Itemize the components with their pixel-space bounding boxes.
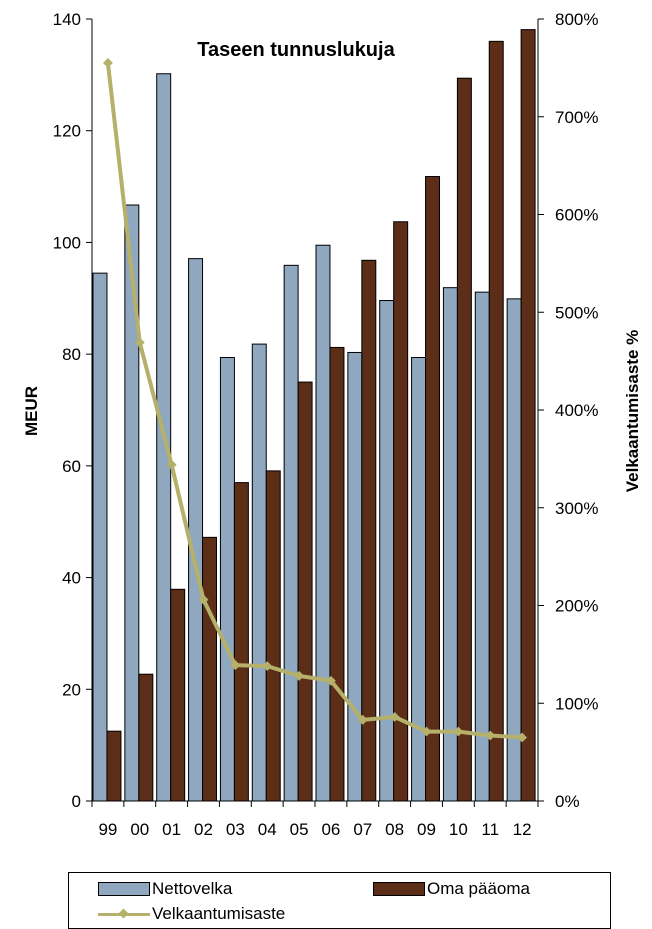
y-tick-label: 60 xyxy=(62,457,81,476)
y-axis-title: MEUR xyxy=(22,386,41,436)
x-tick-label: 10 xyxy=(449,820,468,839)
x-tick-label: 03 xyxy=(226,820,245,839)
line-marker xyxy=(421,726,432,737)
y2-tick-label: 200% xyxy=(555,597,598,616)
line-marker xyxy=(166,459,177,470)
legend-label: Nettovelka xyxy=(152,879,233,898)
y2-tick-label: 800% xyxy=(555,10,598,29)
bar-oma-paaoma xyxy=(202,536,218,802)
line-marker xyxy=(294,670,305,681)
line-marker xyxy=(198,594,209,605)
y-tick-label: 40 xyxy=(62,569,81,588)
line-marker xyxy=(134,337,145,348)
bar-oma-paaoma xyxy=(265,470,281,802)
bar-nettovelka xyxy=(379,300,395,802)
x-tick-label: 12 xyxy=(513,820,532,839)
y2-tick-label: 100% xyxy=(555,694,598,713)
legend-swatch xyxy=(373,882,425,896)
x-tick-label: 04 xyxy=(258,820,277,839)
bar-nettovelka xyxy=(124,204,140,802)
y2-tick-label: 400% xyxy=(555,401,598,420)
chart-title: Taseen tunnuslukuja xyxy=(197,39,395,61)
line-marker xyxy=(357,714,368,725)
legend-item-nettovelka: Nettovelka xyxy=(98,879,232,899)
y-tick-label: 140 xyxy=(53,10,81,29)
line-marker xyxy=(102,58,113,68)
bar-nettovelka xyxy=(347,351,363,802)
line-group xyxy=(102,58,528,743)
line-marker xyxy=(485,730,496,741)
y-tick-label: 80 xyxy=(62,345,81,364)
y2-tick-label: 0% xyxy=(555,792,580,811)
bar-oma-paaoma xyxy=(425,176,441,802)
bar-oma-paaoma xyxy=(456,77,472,802)
x-tick-label: 00 xyxy=(130,820,149,839)
bar-nettovelka xyxy=(474,291,490,802)
bar-nettovelka xyxy=(283,264,299,802)
y-tick-label: 20 xyxy=(62,680,81,699)
axes xyxy=(86,18,544,807)
bar-nettovelka xyxy=(92,272,108,802)
chart: 0204060801001201400%100%200%300%400%500%… xyxy=(22,10,642,839)
x-tick-label: 07 xyxy=(353,820,372,839)
legend-label: Velkaantumisaste xyxy=(152,904,286,923)
legend-label: Oma pääoma xyxy=(427,879,530,898)
bar-oma-paaoma xyxy=(297,381,313,802)
line-marker xyxy=(389,711,400,722)
bar-group xyxy=(92,29,536,802)
bar-oma-paaoma xyxy=(329,346,345,802)
line-marker xyxy=(517,732,528,743)
y2-tick-label: 700% xyxy=(555,108,598,127)
x-tick-label: 11 xyxy=(481,820,499,839)
x-tick-label: 08 xyxy=(385,820,404,839)
line-velkaantumisaste xyxy=(105,62,523,740)
line-marker xyxy=(230,660,241,671)
bar-oma-paaoma xyxy=(170,588,186,802)
line-marker xyxy=(325,675,336,686)
bar-nettovelka xyxy=(442,287,458,802)
x-tick-label: 01 xyxy=(162,820,181,839)
y2-tick-label: 300% xyxy=(555,499,598,518)
bar-nettovelka xyxy=(315,244,331,802)
x-tick-label: 02 xyxy=(194,820,213,839)
y2-tick-label: 600% xyxy=(555,206,598,225)
bar-oma-paaoma xyxy=(106,730,122,802)
x-tick-label: 06 xyxy=(321,820,340,839)
y2-tick-label: 500% xyxy=(555,303,598,322)
legend-item-velkaantumisaste: Velkaantumisaste xyxy=(98,904,285,924)
bar-nettovelka xyxy=(506,298,522,802)
legend-swatch xyxy=(98,882,150,896)
bar-oma-paaoma xyxy=(233,482,249,802)
line-marker xyxy=(262,661,273,672)
y-tick-label: 100 xyxy=(53,233,81,252)
y2-axis-title: Velkaantumisaste % xyxy=(623,330,642,493)
x-tick-label: 99 xyxy=(98,820,117,839)
x-tick-label: 05 xyxy=(290,820,309,839)
bar-nettovelka xyxy=(219,356,235,802)
legend: Nettovelka Oma pääoma Velkaantumisaste xyxy=(68,872,611,929)
bar-oma-paaoma xyxy=(138,673,154,802)
x-tick-label: 09 xyxy=(417,820,436,839)
bar-nettovelka xyxy=(411,356,427,802)
bar-nettovelka xyxy=(188,258,204,802)
bar-nettovelka xyxy=(251,343,267,802)
line-marker xyxy=(453,726,464,737)
bar-oma-paaoma xyxy=(520,29,536,802)
legend-swatch xyxy=(98,907,150,921)
legend-item-oma-paaoma: Oma pääoma xyxy=(373,879,530,899)
y-tick-label: 0 xyxy=(72,792,81,811)
tick-labels: 0204060801001201400%100%200%300%400%500%… xyxy=(53,10,599,839)
bar-oma-paaoma xyxy=(488,40,504,802)
y-tick-label: 120 xyxy=(53,122,81,141)
